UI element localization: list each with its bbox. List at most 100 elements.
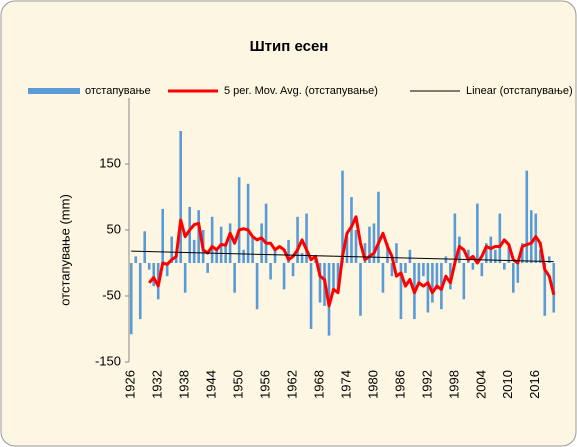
- bar: [215, 249, 218, 263]
- moving-average-line: [148, 215, 556, 308]
- bar: [471, 263, 475, 270]
- bar: [538, 249, 542, 263]
- bar: [529, 210, 533, 263]
- x-tick-label: 1938: [177, 370, 192, 399]
- bar: [332, 263, 335, 290]
- y-tick-label: -150: [95, 353, 121, 368]
- bar: [260, 223, 263, 263]
- bar: [498, 213, 502, 263]
- bar: [179, 131, 182, 263]
- chart-title: Штип есен: [250, 38, 329, 55]
- bar: [174, 256, 178, 263]
- bar: [422, 263, 425, 277]
- x-tick-label: 1998: [446, 370, 461, 399]
- bar: [134, 256, 138, 263]
- bar: [246, 183, 250, 263]
- bar: [228, 223, 232, 263]
- bar: [345, 236, 349, 263]
- bar: [426, 263, 430, 313]
- bar: [192, 239, 196, 263]
- y-tick-label: -50: [102, 287, 121, 302]
- x-tick-label: 1944: [204, 370, 219, 399]
- bar: [512, 263, 515, 293]
- bar: [399, 263, 403, 320]
- x-tick-label: 2010: [500, 370, 515, 399]
- bar: [291, 263, 295, 277]
- bar: [444, 256, 448, 263]
- bar: [381, 263, 385, 293]
- x-tick-label: 1932: [150, 370, 165, 399]
- bar: [368, 226, 371, 263]
- bar: [188, 206, 191, 263]
- bar: [318, 263, 322, 303]
- bar: [165, 263, 169, 277]
- trend-line: [131, 250, 554, 263]
- x-tick-label: 1980: [365, 370, 380, 399]
- bar: [431, 263, 434, 303]
- bar: [255, 263, 259, 310]
- bar: [152, 263, 156, 287]
- bar: [363, 243, 367, 263]
- bar: [390, 263, 394, 277]
- bar: [233, 263, 236, 293]
- bar: [296, 216, 299, 263]
- bar: [242, 249, 245, 263]
- legend-label: 5 per. Mov. Avg. (отстапување): [224, 85, 378, 97]
- bar: [300, 253, 304, 263]
- bar: [516, 263, 520, 283]
- bar: [273, 249, 277, 263]
- bar: [520, 243, 524, 263]
- bar: [170, 236, 173, 263]
- bar: [503, 263, 506, 270]
- x-tick-label: 2016: [527, 370, 542, 399]
- y-axis-label: отстапување (mm): [57, 194, 72, 306]
- bar: [354, 230, 358, 263]
- legend-label: Linear (отстапување): [466, 85, 573, 97]
- bar: [395, 243, 398, 263]
- bar: [386, 243, 389, 263]
- bar: [494, 249, 497, 263]
- x-tick-label: 1992: [419, 370, 434, 399]
- bar: [264, 203, 268, 263]
- bar: [525, 170, 529, 263]
- bar: [359, 263, 362, 316]
- legend-swatch: [28, 88, 80, 94]
- bar: [417, 263, 421, 283]
- y-tick-label: 150: [99, 155, 121, 170]
- bar: [404, 263, 407, 273]
- bar: [282, 263, 286, 290]
- bar: [143, 231, 147, 263]
- bar: [129, 263, 133, 335]
- bar: [183, 263, 187, 293]
- bar: [305, 213, 308, 263]
- bar: [485, 243, 488, 263]
- bar: [147, 263, 151, 270]
- bar: [206, 263, 209, 273]
- bar: [350, 197, 353, 263]
- bar: [552, 263, 556, 313]
- bar: [462, 263, 466, 300]
- bar: [377, 191, 380, 263]
- bar: [435, 263, 439, 290]
- bar: [476, 203, 479, 263]
- bar: [237, 177, 241, 263]
- bar: [336, 263, 340, 293]
- bar: [453, 213, 457, 263]
- bar: [251, 236, 254, 263]
- bar: [138, 263, 142, 320]
- bar: [197, 210, 200, 263]
- x-tick-label: 1956: [258, 370, 273, 399]
- bar: [210, 216, 214, 263]
- bar: [269, 263, 272, 280]
- x-tick-label: 1986: [392, 370, 407, 399]
- bar: [309, 263, 313, 329]
- x-tick-label: 1962: [284, 370, 299, 399]
- bar: [287, 239, 290, 263]
- y-tick-label: 50: [107, 221, 121, 236]
- x-tick-label: 1974: [338, 370, 353, 399]
- x-tick-label: 1926: [123, 370, 138, 399]
- bar: [543, 263, 547, 316]
- x-tick-label: 2004: [473, 370, 488, 399]
- legend-label: отстапување: [85, 85, 151, 97]
